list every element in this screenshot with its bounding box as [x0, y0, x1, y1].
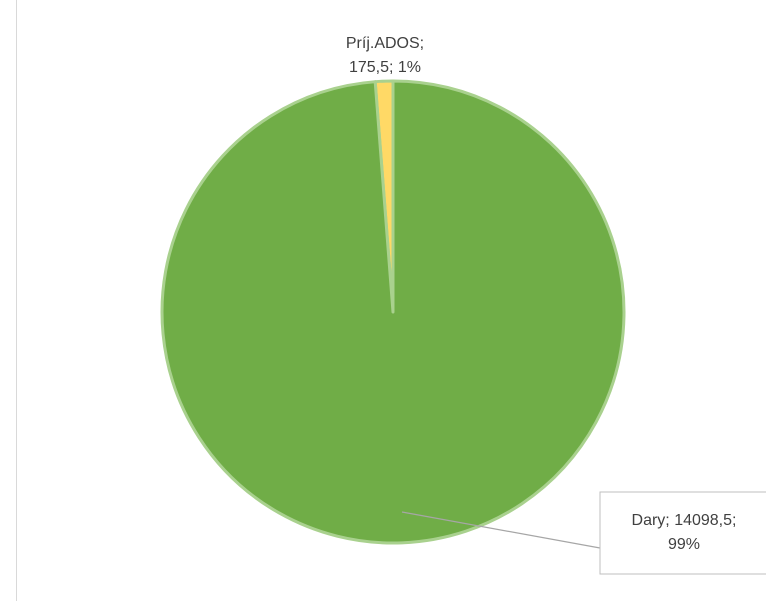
data-label-line: Dary; 14098,5; [632, 512, 737, 529]
data-label-prij-ados: Príj.ADOS; 175,5; 1% [346, 35, 424, 76]
data-label-line: 99% [668, 536, 700, 553]
slices-layer [162, 81, 624, 543]
data-label-line: Príj.ADOS; [346, 35, 424, 52]
data-label-box-dary [600, 492, 766, 574]
pie-slice-dary [162, 81, 624, 543]
data-label-line: 175,5; 1% [349, 59, 421, 76]
